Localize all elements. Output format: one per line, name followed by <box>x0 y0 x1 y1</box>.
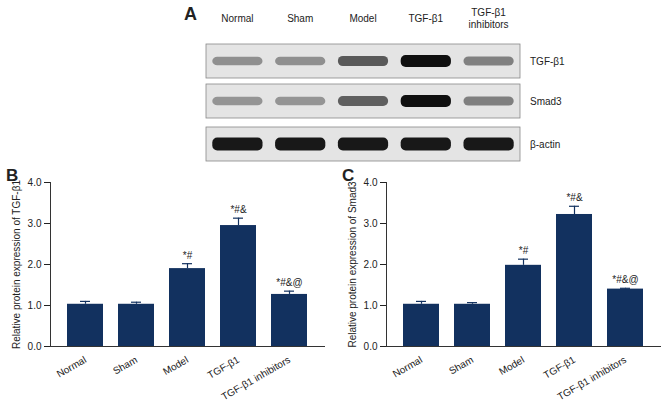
svg-text:β-actin: β-actin <box>530 139 560 150</box>
svg-text:0.0: 0.0 <box>364 341 378 352</box>
svg-text:*#&: *#& <box>566 192 582 203</box>
svg-text:Relative protein expression of: Relative protein expression of Smad3 <box>347 181 358 348</box>
svg-text:2.0: 2.0 <box>364 259 378 270</box>
html-text:C: C <box>342 166 355 185</box>
svg-text:3.0: 3.0 <box>364 218 378 229</box>
svg-text:Model: Model <box>497 354 526 377</box>
svg-text:TGF-β1: TGF-β1 <box>542 354 578 381</box>
svg-text:Normal: Normal <box>55 354 88 380</box>
svg-text:TGF-β1: TGF-β1 <box>530 56 565 67</box>
svg-text:inhibitors: inhibitors <box>469 19 509 30</box>
svg-text:Normal: Normal <box>221 13 253 24</box>
html-text:B: B <box>6 166 19 185</box>
svg-text:4.0: 4.0 <box>28 177 42 188</box>
svg-text:1.0: 1.0 <box>364 300 378 311</box>
svg-text:Normal: Normal <box>391 354 424 380</box>
svg-text:Relative protein expression of: Relative protein expression of TGF-β1 <box>11 180 22 349</box>
svg-text:1.0: 1.0 <box>28 300 42 311</box>
svg-text:TGF-β1 inhibitors: TGF-β1 inhibitors <box>220 354 293 402</box>
svg-text:Model: Model <box>161 354 190 377</box>
svg-text:TGF-β1: TGF-β1 <box>408 13 443 24</box>
svg-text:Sham: Sham <box>111 354 139 377</box>
svg-text:TGF-β1: TGF-β1 <box>471 7 506 18</box>
svg-text:TGF-β1: TGF-β1 <box>206 354 242 381</box>
svg-text:*#&: *#& <box>230 204 246 215</box>
svg-text:*#: *# <box>183 250 193 261</box>
svg-text:TGF-β1 inhibitors: TGF-β1 inhibitors <box>556 354 629 402</box>
svg-text:*#&@: *#&@ <box>276 277 302 288</box>
svg-text:Smad3: Smad3 <box>530 96 562 107</box>
svg-text:4.0: 4.0 <box>364 177 378 188</box>
svg-text:3.0: 3.0 <box>28 218 42 229</box>
svg-text:Sham: Sham <box>447 354 475 377</box>
svg-text:*#&@: *#&@ <box>612 274 638 285</box>
svg-text:*#: *# <box>519 245 529 256</box>
svg-text:Model: Model <box>349 13 376 24</box>
svg-text:0.0: 0.0 <box>28 341 42 352</box>
svg-text:Sham: Sham <box>287 13 313 24</box>
svg-text:2.0: 2.0 <box>28 259 42 270</box>
svg-text:A: A <box>184 4 197 24</box>
